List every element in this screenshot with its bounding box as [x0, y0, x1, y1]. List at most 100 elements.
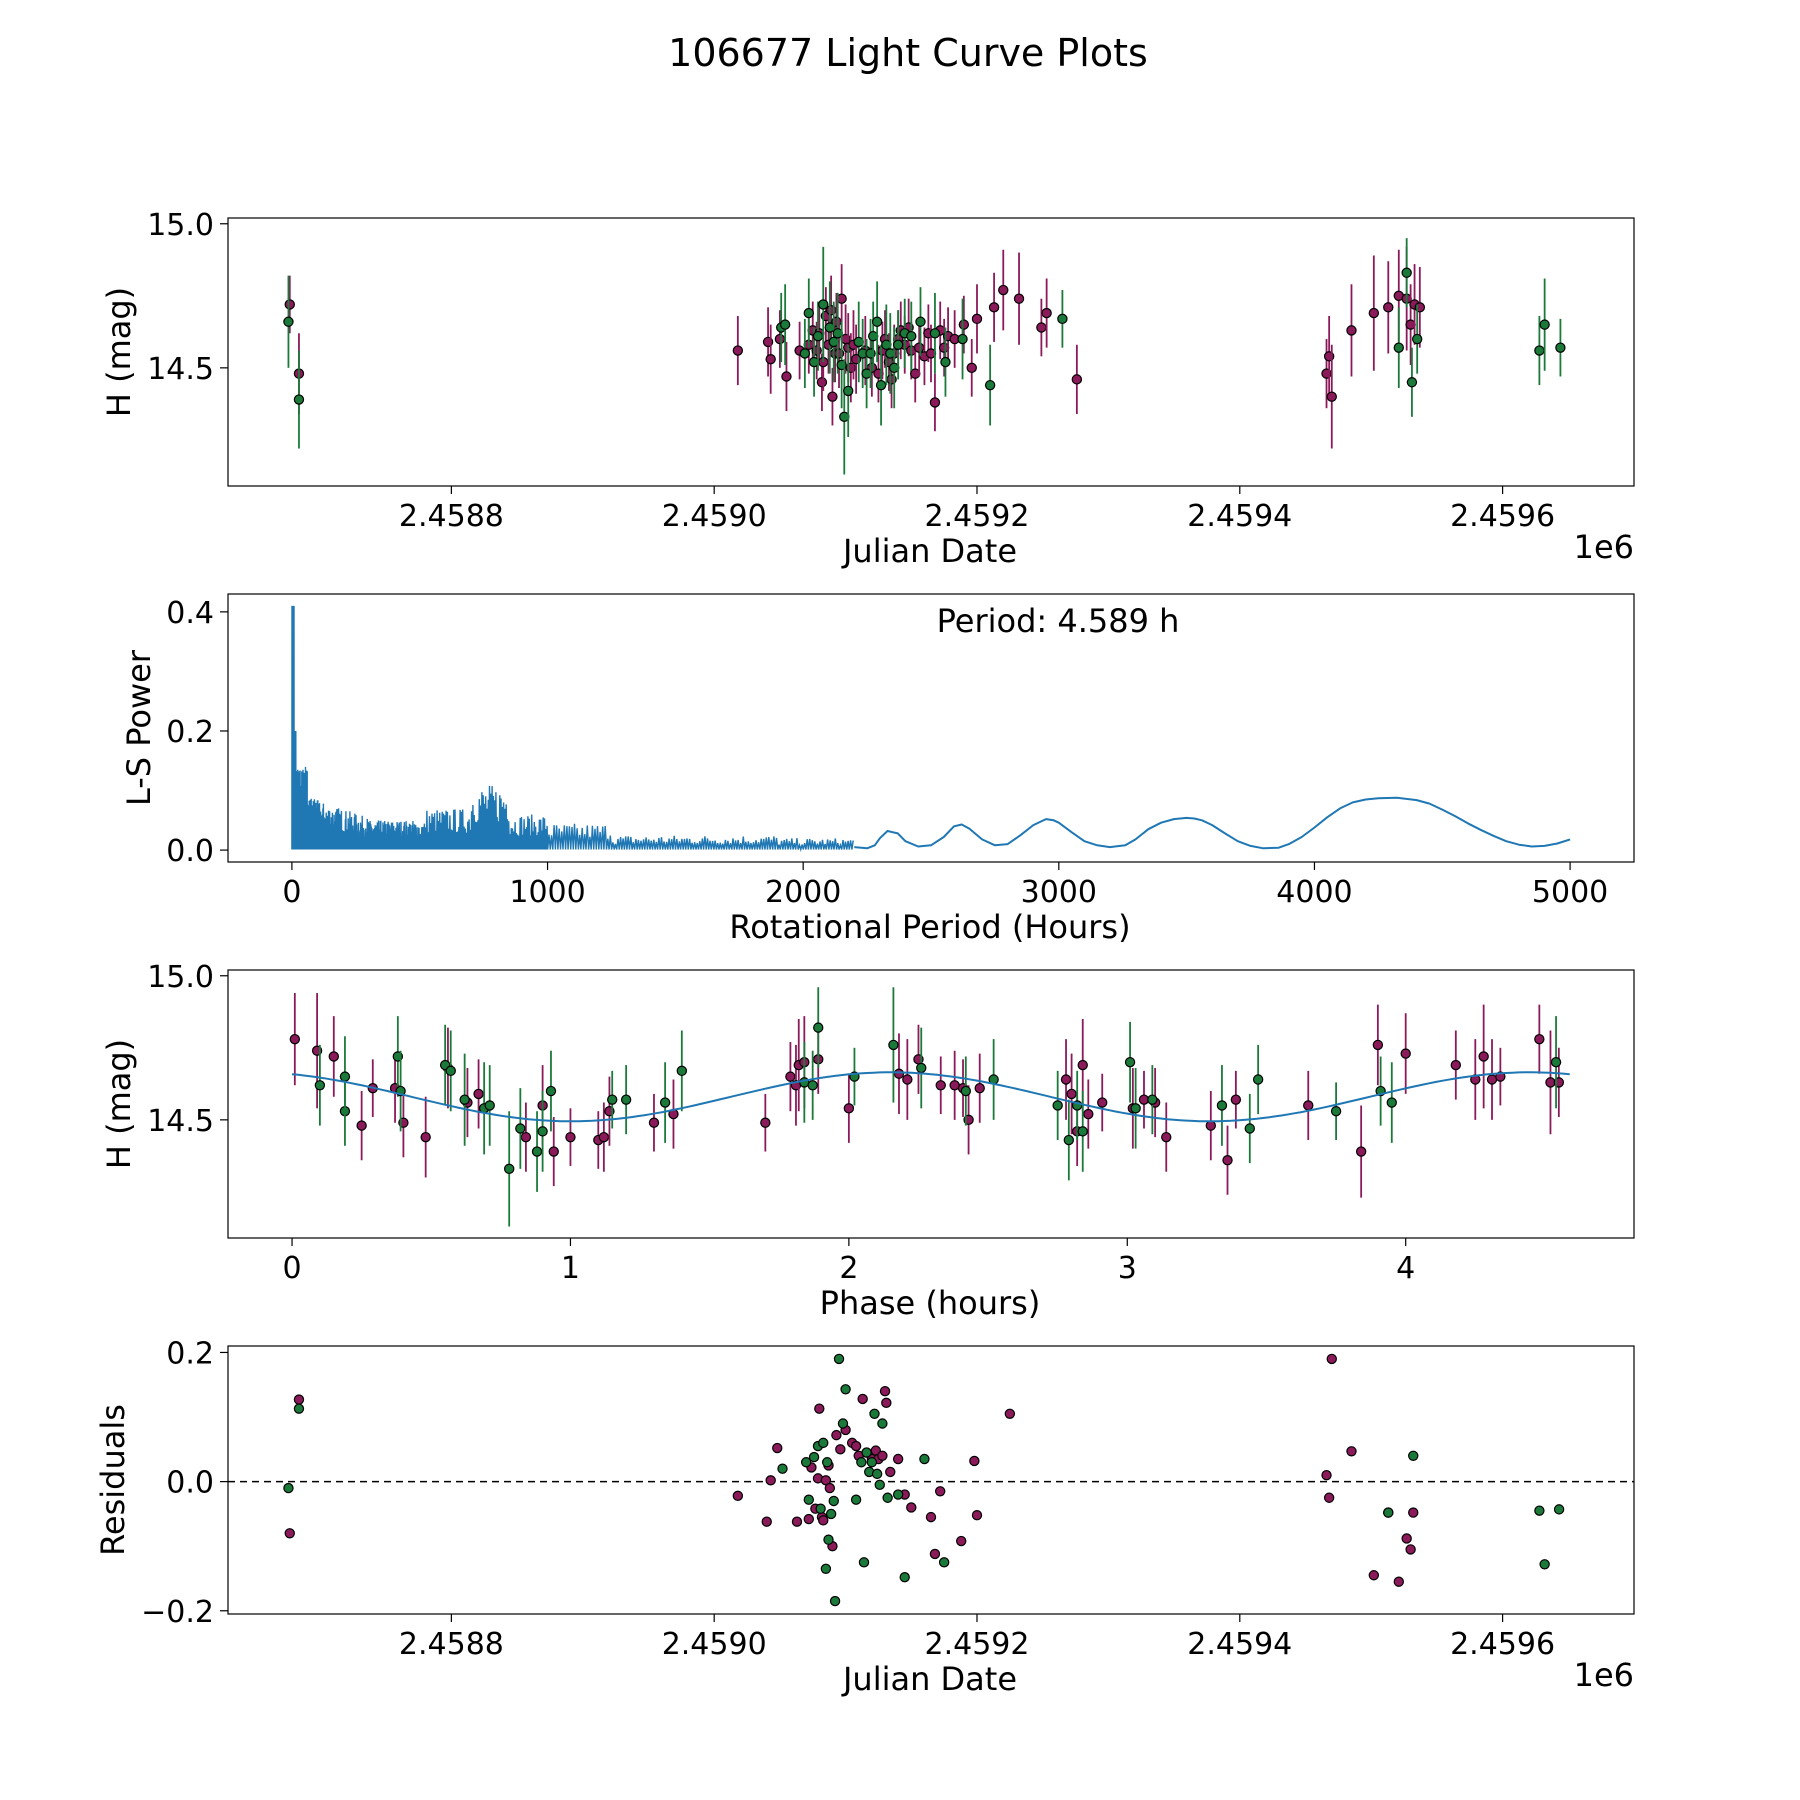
data-point-g	[504, 1163, 515, 1175]
residuals-marks	[228, 1353, 1634, 1607]
data-point-g	[877, 1418, 888, 1429]
data-point-g	[866, 1457, 878, 1468]
phased-ylabel: H (mag)	[100, 1039, 138, 1169]
data-point-r	[1346, 1446, 1357, 1457]
data-point-r	[814, 1403, 825, 1414]
periodogram-line	[854, 796, 1571, 850]
data-point-r	[473, 1088, 484, 1100]
periodogram-panel: 0 1000 2000 3000 4000 5000 0.0 0.2 0.4 Period: 4…	[120, 593, 1635, 946]
data-point-r	[774, 333, 786, 345]
data-point-r	[648, 1117, 660, 1128]
x-tick-label: 2.4590	[662, 499, 767, 534]
data-point-r	[598, 1131, 610, 1143]
x-tick-label: 2.4596	[1450, 499, 1555, 534]
data-point-r	[1323, 1492, 1335, 1503]
data-point-r	[956, 1535, 967, 1547]
data-point-r	[1230, 1094, 1242, 1105]
x-tick-label: 2.4596	[1450, 1627, 1555, 1662]
data-point-r	[284, 1528, 295, 1539]
y-tick-label: −0.2	[141, 1595, 214, 1630]
data-point-g	[537, 1126, 548, 1137]
data-point-r	[772, 1442, 783, 1454]
data-point-g	[820, 1563, 832, 1574]
data-point-g	[871, 316, 883, 327]
data-point-r	[988, 302, 1000, 313]
data-point-g	[779, 319, 791, 330]
data-point-r	[885, 1466, 896, 1478]
data-point-r	[1071, 374, 1083, 385]
y-tick-label: 15.0	[147, 208, 214, 243]
data-point-g	[445, 1065, 456, 1077]
data-point-r	[935, 1080, 946, 1091]
data-point-g	[871, 1468, 883, 1480]
data-point-r	[803, 1513, 814, 1525]
data-point-g	[1252, 1074, 1264, 1085]
data-point-r	[929, 397, 941, 408]
x-tick-label: 2.4590	[662, 1627, 767, 1662]
data-point-r	[1321, 1469, 1332, 1481]
data-point-g	[938, 1557, 950, 1568]
data-point-g	[1216, 1100, 1228, 1111]
x-tick-label: 2.4594	[1187, 499, 1292, 534]
data-point-g	[919, 1453, 930, 1465]
lightcurve-frame	[227, 217, 1635, 487]
data-point-r	[785, 1071, 796, 1082]
data-point-g	[1330, 1106, 1342, 1117]
data-point-g	[803, 1494, 814, 1505]
data-point-r	[1222, 1154, 1233, 1166]
data-point-r	[906, 1502, 917, 1513]
data-point-g	[1550, 1057, 1562, 1068]
x-tick-label: 2.4588	[399, 1627, 504, 1662]
lightcurve-xlabel: Julian Date	[841, 532, 1017, 570]
data-point-r	[971, 1509, 983, 1521]
data-point-g	[607, 1094, 618, 1105]
data-point-g	[1077, 1126, 1088, 1137]
data-point-r	[1303, 1100, 1314, 1111]
data-point-g	[1406, 377, 1418, 388]
data-point-g	[808, 1451, 820, 1463]
figure-title: 106677 Light Curve Plots	[668, 31, 1148, 75]
data-point-r	[827, 391, 838, 402]
periodogram-marks	[291, 605, 1571, 853]
x-tick-label: 3000	[1021, 875, 1097, 910]
y-tick-label: 0.0	[166, 834, 214, 869]
data-point-g	[984, 379, 996, 391]
data-point-r	[1368, 1570, 1380, 1581]
data-point-g	[960, 1085, 972, 1097]
data-point-r	[971, 313, 983, 325]
data-point-r	[1478, 1051, 1489, 1062]
periodogram-xlabel: Rotational Period (Hours)	[729, 908, 1130, 946]
y-tick-label: 15.0	[147, 960, 214, 995]
data-point-r	[892, 1453, 904, 1465]
data-point-g	[1534, 345, 1545, 356]
x-tick-label: 2.4592	[924, 499, 1029, 534]
data-point-r	[824, 1482, 836, 1494]
data-point-g	[283, 1482, 294, 1494]
data-point-g	[828, 1495, 839, 1507]
data-point-r	[1060, 1074, 1072, 1085]
data-point-g	[915, 316, 926, 327]
data-point-g	[829, 1595, 841, 1607]
data-point-r	[1326, 391, 1337, 402]
data-point-r	[893, 1068, 905, 1079]
data-point-r	[857, 1393, 868, 1405]
data-point-r	[1205, 1120, 1217, 1131]
data-point-g	[940, 356, 951, 368]
data-point-g	[1539, 319, 1550, 330]
data-point-g	[869, 1408, 880, 1420]
data-point-g	[821, 1457, 833, 1468]
data-point-g	[861, 1447, 872, 1458]
data-point-r	[974, 1082, 985, 1094]
data-point-g	[799, 348, 811, 359]
data-point-r	[1036, 322, 1047, 333]
phased-panel: 0 1 2 3 4 14.5 15.0 Phase (hours) H (mag)	[100, 960, 1635, 1322]
data-point-r	[1400, 1048, 1411, 1059]
data-point-g	[800, 1457, 812, 1468]
data-point-g	[1244, 1123, 1255, 1134]
data-point-g	[813, 1022, 824, 1033]
data-point-g	[293, 394, 305, 405]
periodogram-frame	[227, 593, 1635, 863]
data-point-g	[1063, 1134, 1075, 1146]
data-point-g	[1057, 313, 1068, 325]
